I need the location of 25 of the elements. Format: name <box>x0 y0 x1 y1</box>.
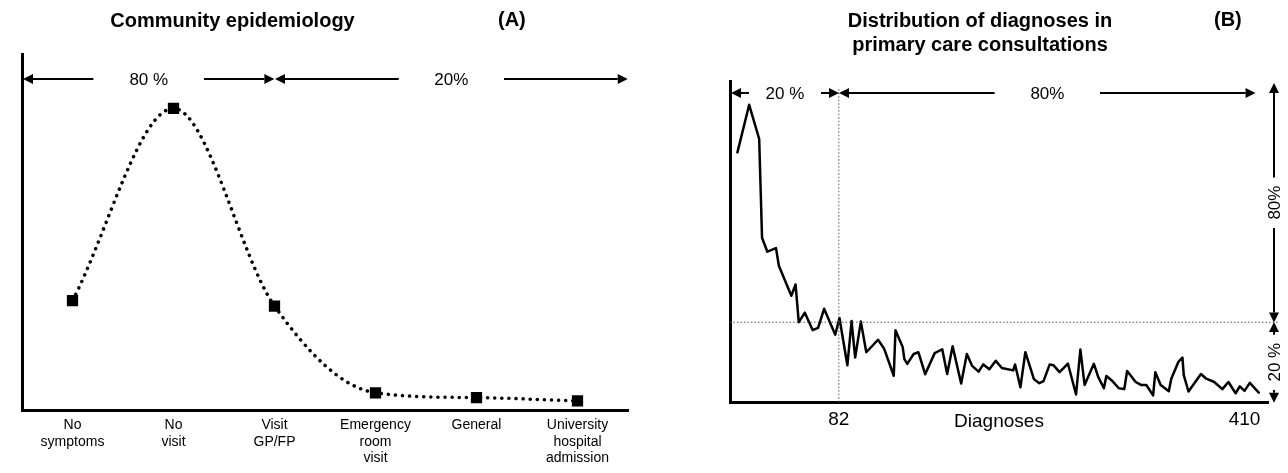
chart-title: Community epidemiology <box>109 8 356 32</box>
text: 20 % <box>765 83 805 103</box>
x-tick-label: University hospital admission <box>545 415 610 466</box>
annotation: 20 % <box>1264 342 1284 382</box>
x-tick-label: Visit GP/FP <box>253 415 296 449</box>
text: 80% <box>1030 83 1065 103</box>
chart-title: Distribution of diagnoses in primary care consultations <box>846 8 1114 56</box>
point <box>167 102 180 115</box>
annotation: 80% <box>1264 185 1284 220</box>
x-tick-label: 410 <box>1228 407 1261 429</box>
x-axis-title: Diagnoses <box>954 409 1044 431</box>
x-tick-label: Emergency room visit <box>340 415 411 466</box>
x-tick-label: No visit <box>161 415 186 449</box>
text: 20% <box>434 69 469 89</box>
point <box>470 391 483 404</box>
point <box>268 300 281 312</box>
x-tick-label: No symptoms <box>40 415 105 449</box>
point <box>66 294 79 307</box>
point <box>369 387 382 399</box>
point <box>571 395 584 407</box>
text: 80 % <box>129 69 169 89</box>
chart-subtitle: (B) <box>1214 8 1242 31</box>
x-tick-label: 82 <box>828 407 850 429</box>
chart-subtitle: (A) <box>498 8 526 31</box>
x-tick-label: General <box>451 415 502 432</box>
